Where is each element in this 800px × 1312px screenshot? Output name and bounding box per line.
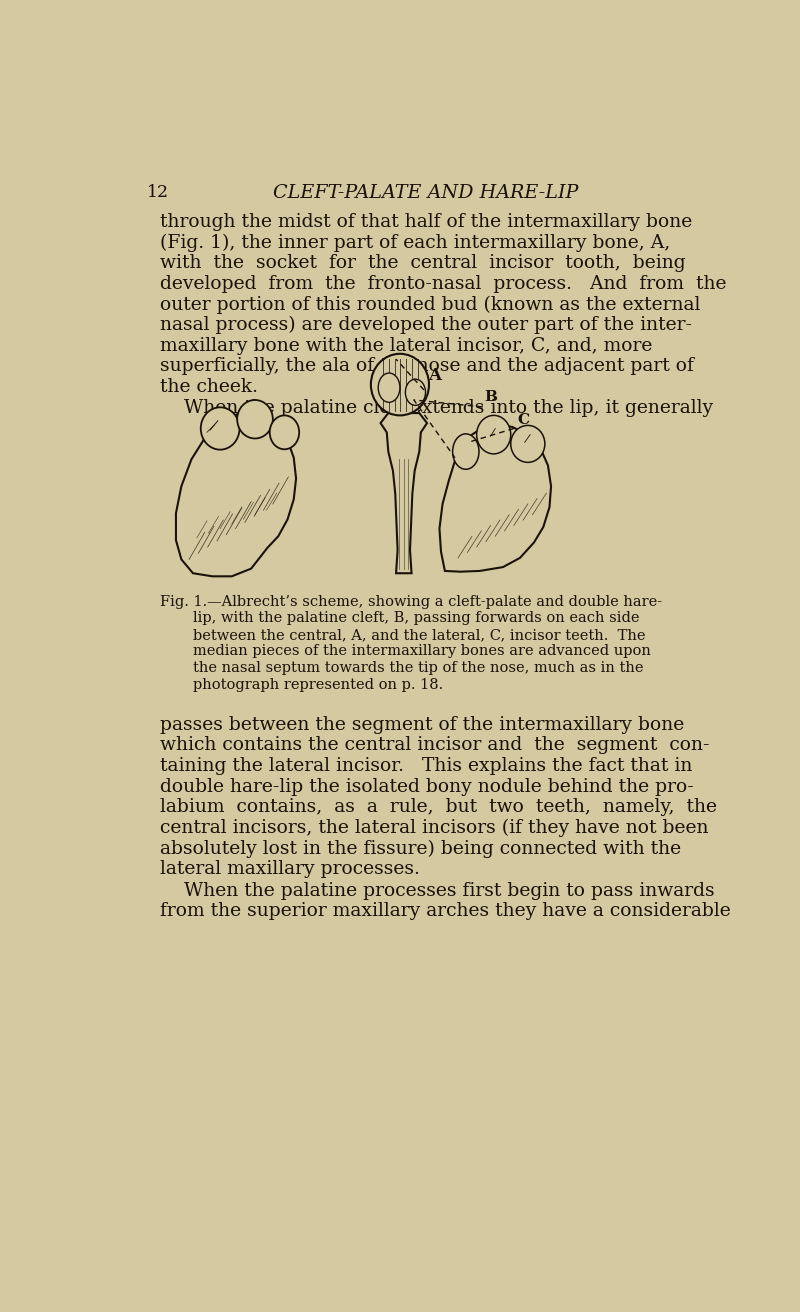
Text: median pieces of the intermaxillary bones are advanced upon: median pieces of the intermaxillary bone… (193, 644, 651, 659)
Text: nasal process) are developed the outer part of the inter-: nasal process) are developed the outer p… (161, 316, 693, 335)
Polygon shape (439, 425, 551, 572)
Text: passes between the segment of the intermaxillary bone: passes between the segment of the interm… (161, 715, 685, 733)
Text: photograph represented on p. 18.: photograph represented on p. 18. (193, 677, 443, 691)
Text: When the palatine processes first begin to pass inwards: When the palatine processes first begin … (161, 882, 715, 900)
Text: the cheek.: the cheek. (161, 378, 258, 396)
Ellipse shape (477, 416, 510, 454)
Text: with  the  socket  for  the  central  incisor  tooth,  being: with the socket for the central incisor … (161, 255, 686, 272)
Text: superficially, the ala of the nose and the adjacent part of: superficially, the ala of the nose and t… (161, 357, 694, 375)
Text: A: A (429, 367, 442, 384)
Text: central incisors, the lateral incisors (if they have not been: central incisors, the lateral incisors (… (161, 819, 709, 837)
Ellipse shape (378, 373, 400, 403)
Text: maxillary bone with the lateral incisor, C, and, more: maxillary bone with the lateral incisor,… (161, 337, 653, 354)
Text: from the superior maxillary arches they have a considerable: from the superior maxillary arches they … (161, 903, 731, 920)
Text: which contains the central incisor and  the  segment  con-: which contains the central incisor and t… (161, 736, 710, 754)
Ellipse shape (406, 379, 426, 405)
Ellipse shape (453, 434, 479, 470)
Polygon shape (381, 413, 427, 573)
Text: lateral maxillary processes.: lateral maxillary processes. (161, 861, 420, 878)
Text: labium  contains,  as  a  rule,  but  two  teeth,  namely,  the: labium contains, as a rule, but two teet… (161, 798, 718, 816)
Text: through the midst of that half of the intermaxillary bone: through the midst of that half of the in… (161, 213, 693, 231)
Ellipse shape (201, 407, 239, 450)
Text: C: C (517, 413, 529, 426)
Text: double hare-lip the isolated bony nodule behind the pro-: double hare-lip the isolated bony nodule… (161, 778, 694, 795)
Text: 12: 12 (146, 184, 169, 201)
Text: absolutely lost in the fissure) being connected with the: absolutely lost in the fissure) being co… (161, 840, 682, 858)
Text: developed  from  the  fronto-nasal  process.   And  from  the: developed from the fronto-nasal process.… (161, 274, 727, 293)
Polygon shape (176, 412, 296, 576)
Text: taining the lateral incisor.   This explains the fact that in: taining the lateral incisor. This explai… (161, 757, 693, 775)
Ellipse shape (510, 425, 545, 462)
Ellipse shape (270, 416, 299, 449)
Text: B: B (485, 390, 498, 404)
Ellipse shape (237, 400, 273, 438)
Text: —Albrecht’s scheme, showing a cleft-palate and double hare-: —Albrecht’s scheme, showing a cleft-pala… (207, 594, 662, 609)
Text: lip, with the palatine cleft, B, passing forwards on each side: lip, with the palatine cleft, B, passing… (193, 611, 639, 626)
Text: CLEFT-PALATE AND HARE-LIP: CLEFT-PALATE AND HARE-LIP (273, 184, 578, 202)
Text: the nasal septum towards the tip of the nose, much as in the: the nasal septum towards the tip of the … (193, 661, 643, 674)
Text: (Fig. 1), the inner part of each intermaxillary bone, A,: (Fig. 1), the inner part of each interma… (161, 234, 670, 252)
Ellipse shape (371, 354, 429, 416)
Text: Fig. 1.: Fig. 1. (161, 594, 208, 609)
Text: outer portion of this rounded bud (known as the external: outer portion of this rounded bud (known… (161, 295, 701, 314)
Text: between the central, A, and the lateral, C, incisor teeth.  The: between the central, A, and the lateral,… (193, 628, 646, 642)
Text: When the palatine cleft extends into the lip, it generally: When the palatine cleft extends into the… (161, 399, 714, 417)
